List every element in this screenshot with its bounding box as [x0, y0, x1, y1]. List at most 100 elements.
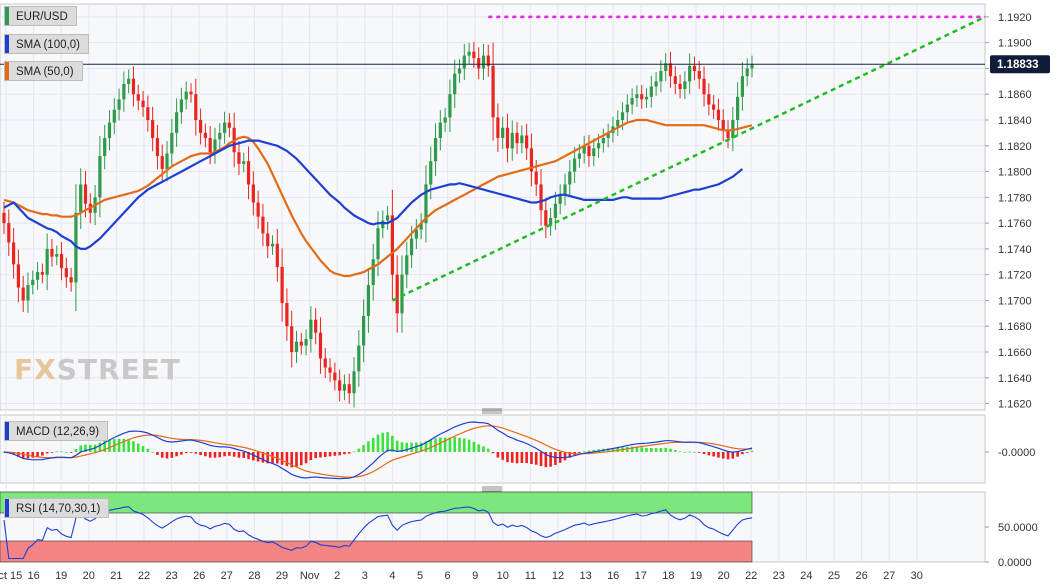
- candle-body: [558, 194, 562, 204]
- candle-body: [2, 212, 6, 224]
- date-tick-label: 23: [773, 570, 785, 582]
- candle-body: [606, 132, 610, 139]
- candle-body: [275, 243, 279, 267]
- candle-body: [352, 371, 356, 394]
- macd-bar: [635, 446, 639, 452]
- macd-bar: [213, 452, 217, 458]
- macd-bar: [242, 452, 246, 458]
- candle-body: [179, 99, 184, 113]
- candle-body: [314, 319, 318, 333]
- candle-body: [376, 228, 380, 260]
- macd-bar: [563, 452, 567, 461]
- sma50-swatch: [5, 62, 9, 80]
- logo-fx: FX: [14, 353, 57, 386]
- macd-bar: [323, 452, 327, 457]
- candle-body: [520, 135, 524, 144]
- candle-body: [654, 81, 658, 87]
- date-tick-label: 12: [552, 570, 564, 582]
- macd-bar: [184, 452, 188, 454]
- macd-bar: [247, 452, 250, 460]
- candle-body: [745, 68, 749, 77]
- rsi-label[interactable]: RSI (14,70,30,1): [4, 498, 110, 518]
- macd-bar: [309, 452, 313, 461]
- candle-body: [366, 284, 371, 316]
- macd-label[interactable]: MACD (12,26,9): [4, 421, 109, 441]
- macd-bar: [156, 452, 159, 455]
- macd-bar: [650, 448, 653, 452]
- macd-bar: [170, 452, 174, 458]
- macd-bar: [491, 452, 495, 454]
- macd-bar: [726, 452, 730, 460]
- candle-body: [103, 138, 107, 157]
- macd-bar: [141, 446, 145, 452]
- macd-bar: [453, 437, 457, 452]
- candle-body: [529, 148, 534, 172]
- candle-body: [568, 171, 572, 185]
- candle-body: [678, 83, 682, 90]
- macd-bar: [189, 452, 193, 453]
- price-tick-label: 1.1680: [998, 321, 1032, 333]
- candle-body: [712, 104, 716, 110]
- candle-body: [155, 138, 160, 157]
- candle-body: [357, 345, 361, 372]
- macd-bar: [295, 452, 298, 467]
- price-tick-label: 1.1660: [998, 347, 1032, 359]
- candle-body: [261, 216, 265, 234]
- candle-body: [203, 132, 207, 139]
- candle-body: [242, 161, 246, 164]
- date-tick-label: 18: [662, 570, 674, 582]
- macd-bar: [410, 442, 413, 452]
- rsi-overbought-zone: [0, 491, 753, 514]
- macd-bar: [194, 452, 198, 454]
- candle-body: [635, 94, 639, 99]
- candle-body: [462, 55, 466, 69]
- candle-body: [457, 68, 462, 74]
- candle-body: [390, 215, 394, 275]
- macd-bar: [84, 444, 87, 452]
- candle-body: [649, 86, 653, 97]
- macd-bar: [89, 444, 92, 452]
- candle-body: [644, 96, 649, 100]
- candle-body: [553, 203, 558, 218]
- macd-bar: [486, 448, 490, 452]
- candle-body: [505, 127, 510, 149]
- macd-bar: [717, 452, 720, 458]
- sma100-label[interactable]: SMA (100,0): [4, 34, 89, 54]
- candle-body: [122, 83, 126, 100]
- price-tick-label: 1.1700: [998, 295, 1032, 307]
- price-tick-label: 1.1620: [998, 399, 1032, 411]
- candle-body: [582, 145, 586, 154]
- candle-body: [409, 238, 414, 256]
- macd-signal-line: [3, 425, 753, 478]
- macd-swatch: [5, 422, 9, 440]
- macd-bar: [463, 438, 466, 452]
- rsi-line: [3, 506, 753, 560]
- macd-bar: [506, 452, 509, 463]
- candle-body: [35, 272, 40, 280]
- macd-bar: [419, 442, 423, 452]
- candle-body: [515, 132, 519, 144]
- macd-label-text: MACD (12,26,9): [16, 426, 100, 438]
- date-tick-label: 11: [525, 570, 536, 582]
- macd-bar: [266, 452, 270, 464]
- date-tick-label: 20: [717, 570, 729, 582]
- candle-body: [55, 254, 59, 257]
- macd-bar: [69, 452, 73, 453]
- pair-label[interactable]: EUR/USD: [4, 6, 77, 26]
- macd-bar: [731, 452, 735, 459]
- candle-body: [448, 94, 452, 118]
- macd-bar: [626, 446, 629, 452]
- macd-bar: [132, 441, 135, 452]
- sma50-line: [3, 118, 753, 278]
- macd-bar: [204, 452, 207, 457]
- date-tick-label: 2: [334, 570, 340, 582]
- macd-bar: [371, 437, 375, 452]
- candle-body: [601, 138, 605, 144]
- macd-bar: [271, 452, 274, 464]
- price-panel: [0, 3, 986, 411]
- candle-body: [534, 171, 538, 185]
- macd-bar: [17, 452, 20, 457]
- macd-bar: [482, 446, 485, 452]
- sma50-label[interactable]: SMA (50,0): [4, 61, 83, 81]
